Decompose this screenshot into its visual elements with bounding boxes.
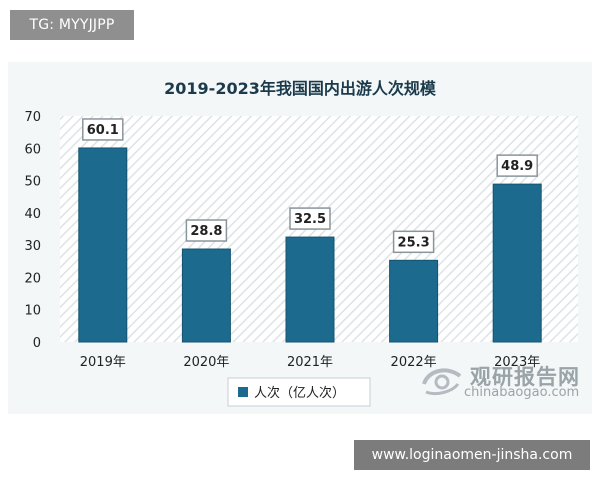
legend: 人次（亿人次）: [227, 377, 371, 407]
data-label: 32.5: [294, 212, 326, 227]
legend-swatch: [238, 387, 248, 397]
watermark-en-text: chinabaogao.com: [464, 385, 580, 400]
y-tick-label: 30: [24, 239, 41, 254]
bar: [389, 259, 439, 343]
data-label-box: [496, 154, 538, 177]
data-label-box: [82, 118, 124, 141]
x-tick-label: 2021年: [287, 355, 333, 370]
data-label: 25.3: [398, 235, 430, 250]
legend-box: [227, 377, 371, 407]
watermark-logo-icon: [422, 368, 462, 396]
data-label-box: [185, 219, 228, 242]
top-watermark-tag: TG: MYYJJPP: [10, 10, 134, 40]
y-tick-label: 0: [33, 336, 41, 351]
x-tick-label: 2023年: [494, 355, 540, 370]
bar: [181, 248, 231, 343]
y-tick-label: 60: [24, 142, 41, 157]
y-tick-label: 10: [24, 304, 41, 319]
bar: [78, 147, 128, 343]
bottom-url-tag: www.loginaomen-jinsha.com: [354, 440, 590, 470]
bar: [492, 183, 542, 343]
legend-label: 人次（亿人次）: [254, 385, 345, 401]
watermark-cn-text: 观研报告网: [470, 365, 580, 389]
y-tick-label: 70: [24, 110, 41, 125]
chart-title: 2019-2023年我国国内出游人次规模: [164, 79, 437, 98]
bar: [285, 236, 335, 343]
x-tick-label: 2020年: [183, 355, 229, 370]
data-label-box: [392, 230, 435, 254]
data-label-box: [289, 207, 331, 230]
data-label: 48.9: [501, 159, 533, 174]
y-tick-label: 20: [24, 271, 41, 286]
data-label: 28.8: [190, 224, 222, 239]
x-tick-label: 2019年: [80, 355, 126, 370]
x-tick-label: 2022年: [391, 355, 437, 370]
y-tick-label: 40: [24, 207, 41, 222]
data-label: 60.1: [87, 123, 119, 138]
y-tick-label: 50: [24, 175, 41, 190]
